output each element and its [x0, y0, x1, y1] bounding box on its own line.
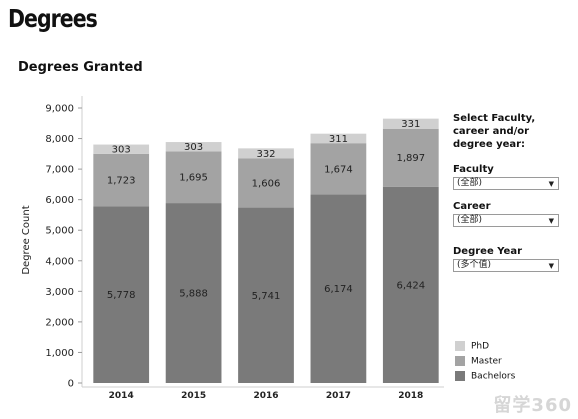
- legend-item-phd[interactable]: PhD: [455, 341, 489, 353]
- bar-bachelors: [382, 186, 439, 383]
- triangle-down-icon: ▼: [548, 217, 554, 225]
- faculty-label: Faculty: [453, 164, 494, 175]
- x-tick-label: 2017: [326, 391, 351, 401]
- bar-phd: [238, 148, 294, 159]
- data-label-master: 1,723: [107, 176, 136, 187]
- y-tick-label: 9,000: [45, 104, 74, 115]
- legend-label-bachelors: Bachelors: [471, 371, 516, 382]
- data-label-master: 1,897: [396, 153, 425, 164]
- bar-bachelors: [238, 207, 294, 383]
- bar-phd: [93, 144, 150, 154]
- bar-bachelors: [165, 203, 222, 383]
- degree-year-label: Degree Year: [453, 246, 523, 257]
- y-tick-label: 8,000: [45, 134, 74, 145]
- data-label-bachelors: 5,888: [179, 289, 208, 300]
- data-label-master: 1,674: [324, 164, 353, 175]
- data-label-bachelors: 5,778: [107, 290, 136, 301]
- y-tick-label: 1,000: [45, 348, 74, 359]
- chart-title: Degrees Granted: [18, 60, 143, 75]
- x-tick-label: 2016: [253, 391, 278, 401]
- y-tick-label: 7,000: [45, 165, 74, 176]
- y-tick-label: 2,000: [45, 317, 74, 328]
- data-label-bachelors: 6,174: [324, 284, 353, 295]
- x-tick-label: 2018: [398, 391, 423, 401]
- triangle-down-icon: ▼: [548, 180, 554, 188]
- x-tick-label: 2014: [109, 391, 134, 401]
- y-tick-label: 3,000: [45, 287, 74, 298]
- y-tick-label: 6,000: [45, 195, 74, 206]
- legend-swatch-bachelors: [455, 371, 465, 381]
- faculty-dropdown[interactable]: (全部) ▼: [453, 177, 559, 190]
- data-label-master: 1,606: [252, 179, 281, 190]
- career-dropdown-value: (全部): [457, 215, 483, 225]
- legend-swatch-master: [455, 356, 465, 366]
- filter-prompt: Select Faculty, career and/or degree yea…: [453, 113, 536, 150]
- degree-year-dropdown[interactable]: (多个值) ▼: [453, 259, 559, 272]
- bar-master: [93, 153, 150, 207]
- bar-bachelors: [93, 206, 150, 383]
- legend-label-phd: PhD: [471, 341, 490, 352]
- data-label-master: 1,695: [179, 173, 208, 184]
- data-label-bachelors: 5,741: [252, 291, 281, 302]
- bar-master: [238, 158, 294, 208]
- legend-item-master[interactable]: Master: [455, 356, 502, 368]
- data-label-phd: 331: [401, 119, 420, 130]
- y-tick-label: 5,000: [45, 226, 74, 237]
- bar-master: [382, 128, 439, 187]
- watermark-logo: 留学360: [493, 395, 572, 416]
- bar-bachelors: [310, 194, 367, 383]
- data-label-phd: 332: [256, 149, 275, 160]
- career-dropdown[interactable]: (全部) ▼: [453, 214, 559, 227]
- page-title: Degrees: [8, 4, 98, 33]
- legend-item-bachelors[interactable]: Bachelors: [455, 371, 515, 383]
- data-label-phd: 303: [184, 142, 203, 153]
- y-tick-label: 4,000: [45, 256, 74, 267]
- bar-master: [165, 151, 222, 204]
- stacked-bar-chart: 0 1,000 2,000 3,000 4,000 5,000 6,000 7,000 8,00…: [21, 96, 444, 401]
- faculty-dropdown-value: (全部): [457, 178, 483, 188]
- data-label-phd: 303: [112, 145, 131, 156]
- y-tick-label: 0: [68, 379, 74, 390]
- degree-year-dropdown-value: (多个值): [457, 260, 492, 270]
- career-label: Career: [453, 201, 491, 212]
- bar-phd: [382, 118, 439, 129]
- bar-phd: [310, 133, 367, 144]
- x-tick-label: 2015: [181, 391, 206, 401]
- data-label-phd: 311: [329, 134, 348, 145]
- bar-master: [310, 143, 367, 195]
- bar-phd: [165, 142, 222, 152]
- data-label-bachelors: 6,424: [396, 280, 425, 291]
- legend-swatch-phd: [455, 341, 465, 351]
- triangle-down-icon: ▼: [548, 262, 554, 270]
- legend-label-master: Master: [471, 356, 502, 367]
- y-axis-label: Degree Count: [21, 205, 32, 274]
